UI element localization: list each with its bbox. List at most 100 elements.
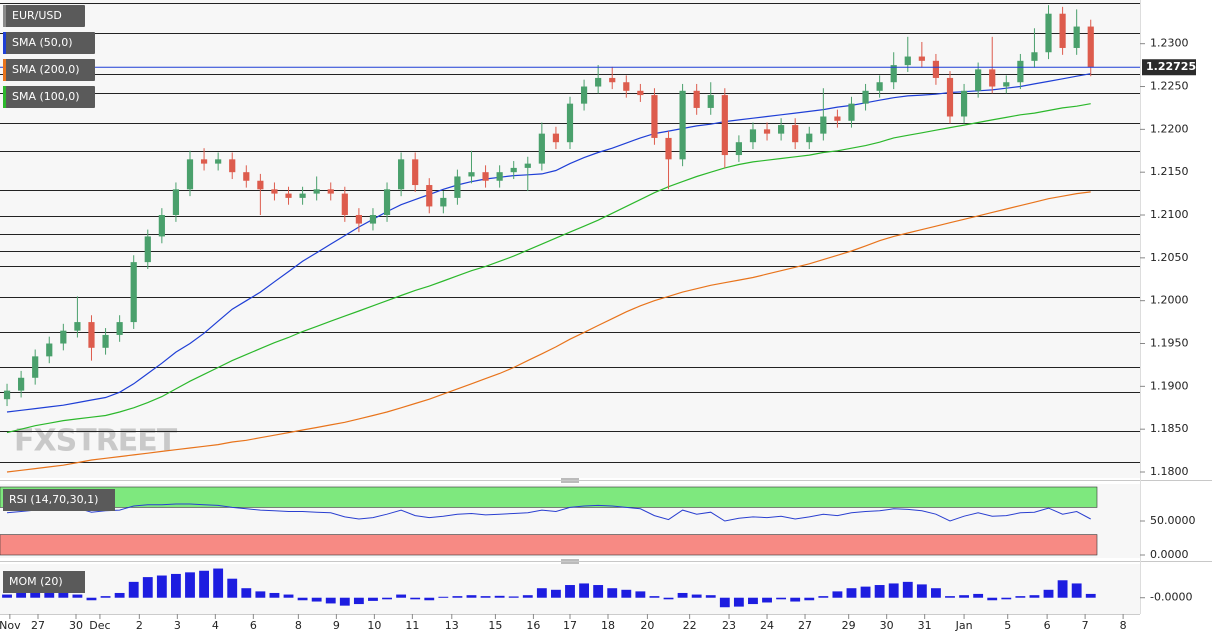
x-tick-label: 11 xyxy=(405,619,419,632)
momentum-bar xyxy=(719,597,730,608)
x-tick-label: 24 xyxy=(760,619,774,632)
momentum-bar xyxy=(241,588,252,598)
legend-label: EUR/USD xyxy=(12,9,62,22)
y-tick-label: 1.2300 xyxy=(1150,37,1189,50)
candle-body xyxy=(707,95,714,108)
candle-body xyxy=(412,159,419,186)
momentum-bar xyxy=(58,592,69,598)
legend-stripe xyxy=(3,32,6,54)
momentum-bar xyxy=(705,595,716,598)
x-tick-label: 22 xyxy=(683,619,697,632)
candle-body xyxy=(158,215,165,237)
momentum-bar xyxy=(86,597,97,601)
candle-body xyxy=(806,133,813,143)
x-tick-label: 3 xyxy=(174,619,181,632)
momentum-bar xyxy=(1001,597,1012,600)
legend-label: MOM (20) xyxy=(9,575,63,588)
momentum-bar xyxy=(142,577,153,598)
momentum-bar xyxy=(762,597,772,603)
candle-body xyxy=(524,163,531,168)
x-tick-label: 29 xyxy=(842,619,856,632)
momentum-bar xyxy=(410,597,421,600)
momentum-bar xyxy=(1057,580,1068,598)
momentum-bar xyxy=(1015,596,1026,598)
legend-box xyxy=(3,5,85,27)
candle-body xyxy=(778,125,785,134)
momentum-bar xyxy=(438,596,449,598)
legend-label: SMA (100,0) xyxy=(12,90,80,103)
y-tick-label: 1.1800 xyxy=(1150,465,1189,478)
candle-body xyxy=(623,82,630,91)
candle-body xyxy=(609,77,616,83)
legend-box xyxy=(3,59,95,81)
x-tick-label: 8 xyxy=(1120,619,1127,632)
candle-body xyxy=(341,193,348,216)
momentum-bar xyxy=(748,597,758,605)
y-tick-label: -0.0000 xyxy=(1150,591,1192,604)
x-tick-label: 30 xyxy=(69,619,83,632)
momentum-bar xyxy=(987,597,998,601)
candle-body xyxy=(186,159,194,190)
y-tick-label: 1.2150 xyxy=(1150,165,1189,178)
momentum-bar xyxy=(72,594,83,598)
y-tick-label: 1.2100 xyxy=(1150,208,1189,221)
candle-body xyxy=(721,95,728,156)
momentum-bar xyxy=(902,581,913,598)
momentum-bar xyxy=(128,581,139,598)
candle-body xyxy=(299,193,306,198)
candle-body xyxy=(215,159,222,164)
candle-body xyxy=(637,90,644,96)
x-tick-label: 30 xyxy=(880,619,894,632)
momentum-bar xyxy=(973,593,984,598)
rsi-line xyxy=(6,503,1091,522)
divider-grip[interactable] xyxy=(561,478,579,483)
momentum-bar xyxy=(44,591,55,598)
momentum-bar xyxy=(213,568,224,598)
sma-line xyxy=(6,191,1091,473)
candle-body xyxy=(848,103,855,121)
momentum-bar xyxy=(382,597,392,600)
y-tick-label: 1.1900 xyxy=(1150,379,1189,392)
candle-body xyxy=(355,215,362,224)
momentum-bar xyxy=(776,597,787,600)
candle-body xyxy=(18,377,25,391)
candle-body xyxy=(1087,26,1094,68)
candle-body xyxy=(88,322,95,348)
legend-stripe xyxy=(3,5,6,27)
x-tick-label: 6 xyxy=(250,619,257,632)
momentum-bar xyxy=(339,597,350,606)
momentum-bar xyxy=(269,592,280,598)
candle-body xyxy=(1031,52,1038,61)
momentum-bar xyxy=(424,597,435,601)
momentum-bar xyxy=(804,597,815,601)
candle-body xyxy=(552,133,560,143)
legend-label: SMA (200,0) xyxy=(12,63,80,76)
momentum-bar xyxy=(227,578,238,598)
candle-body xyxy=(60,330,67,344)
y-tick-label: 1.2050 xyxy=(1150,251,1189,264)
momentum-bar xyxy=(551,589,561,598)
y-tick-label: 0.0000 xyxy=(1150,548,1189,561)
candle-body xyxy=(960,90,968,117)
candle-body xyxy=(229,159,236,173)
divider-grip[interactable] xyxy=(561,559,579,564)
momentum-bar xyxy=(860,586,871,598)
momentum-bar xyxy=(522,595,533,598)
overbought-band xyxy=(0,486,1098,508)
momentum-bar xyxy=(368,597,378,601)
candle-body xyxy=(383,189,391,216)
momentum-bar xyxy=(579,583,589,598)
candle-body xyxy=(946,77,954,117)
candle-body xyxy=(989,69,996,87)
x-tick-label: 17 xyxy=(563,619,577,632)
momentum-bar xyxy=(185,572,195,598)
momentum-bar xyxy=(171,573,181,598)
candle-body xyxy=(144,236,151,263)
candle-body xyxy=(102,334,109,348)
momentum-bar xyxy=(466,595,477,598)
candle-body xyxy=(904,56,911,66)
momentum-bar xyxy=(677,592,688,598)
x-tick-label: 7 xyxy=(1082,619,1089,632)
momentum-bar xyxy=(874,585,885,598)
